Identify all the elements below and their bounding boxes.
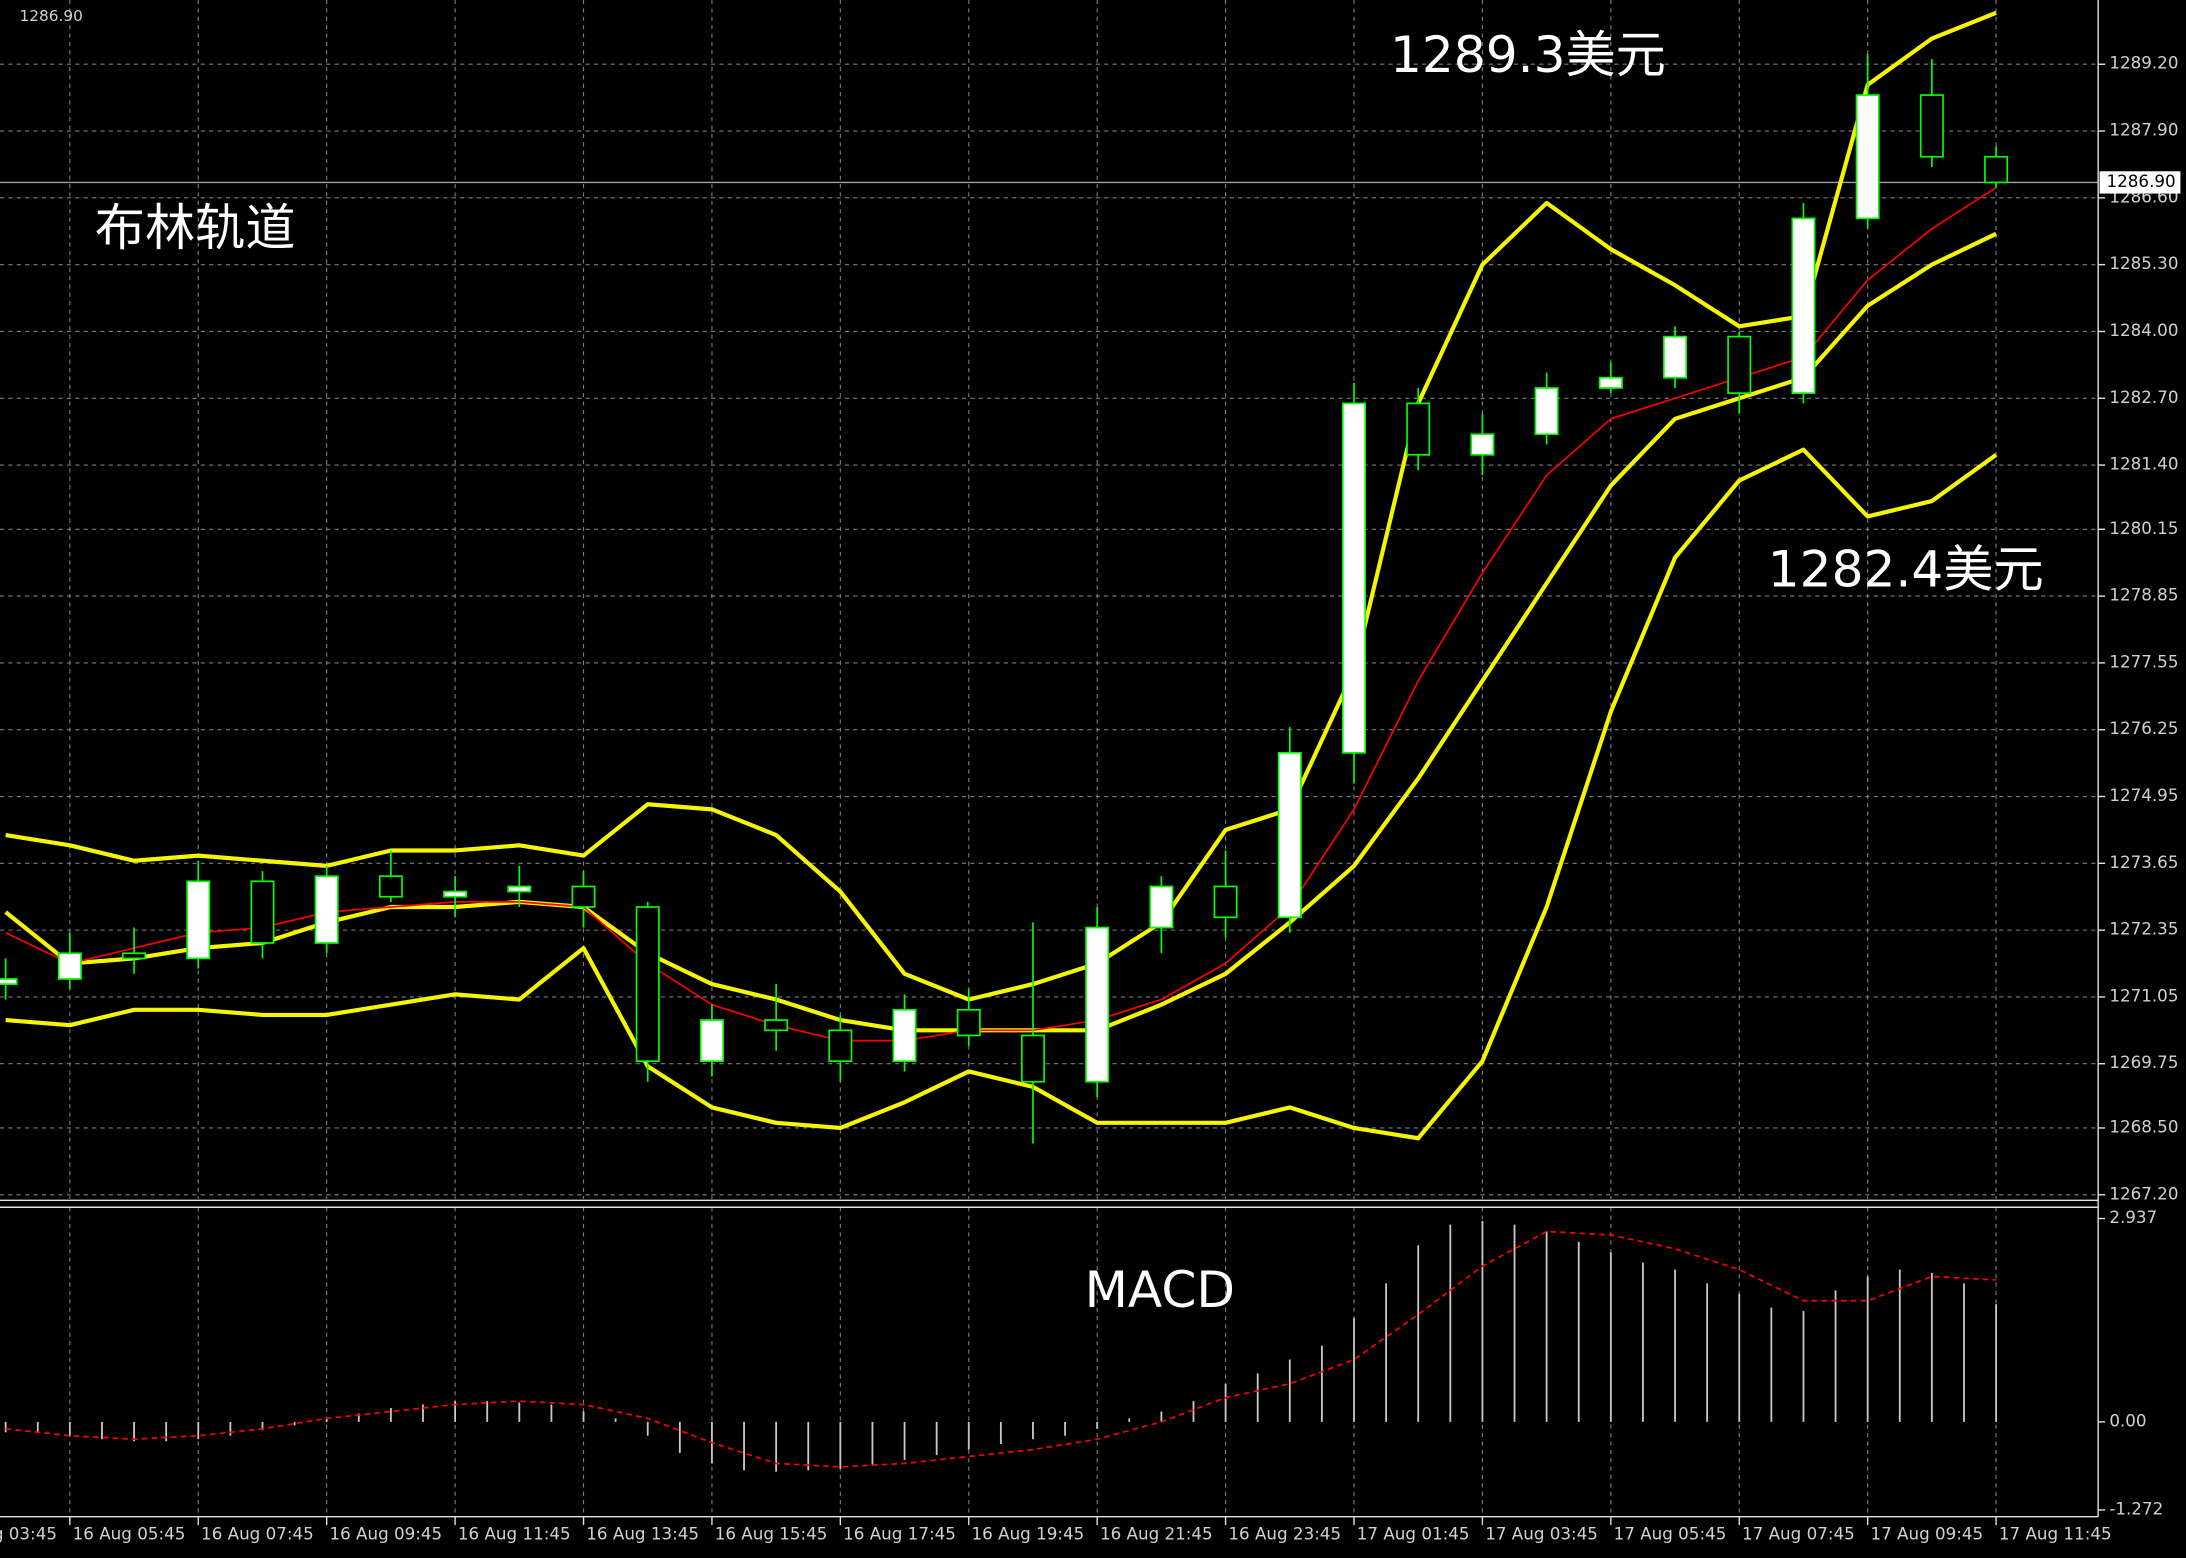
- y-tick-label: 2.937: [2109, 1207, 2157, 1227]
- indicator-line: [5, 447, 1998, 1141]
- x-tick-label: 16 Aug 23:45: [1228, 1523, 1341, 1543]
- y-tick-label: 0.00: [2109, 1410, 2146, 1430]
- y-tick-label: 1285.30: [2109, 253, 2178, 273]
- last-price-box: [2099, 171, 2181, 194]
- y-tick-label: 1267.20: [2109, 1183, 2178, 1203]
- candle-body: [1342, 402, 1366, 754]
- x-tick-label: 16 Aug 09:45: [329, 1523, 442, 1543]
- candle-body: [956, 1008, 981, 1037]
- candle-body: [1919, 94, 1944, 158]
- candle-body: [1085, 926, 1110, 1083]
- annotation: 1282.4美元: [1768, 539, 2044, 598]
- candle-body: [764, 1019, 789, 1032]
- candle-body: [1791, 217, 1816, 394]
- x-tick-label: 17 Aug 05:45: [1614, 1523, 1727, 1543]
- signal-line: [5, 1230, 1997, 1468]
- y-tick-label: 1272.35: [2109, 919, 2178, 939]
- x-tick-label: 17 Aug 01:45: [1357, 1523, 1470, 1543]
- candle-body: [1406, 402, 1431, 456]
- candle-body: [1598, 376, 1623, 389]
- y-tick-label: 1281.40: [2109, 454, 2178, 474]
- x-tick-label: 16 Aug 19:45: [972, 1523, 1085, 1543]
- x-tick-label: 16 Aug 03:45: [0, 1523, 57, 1543]
- candle-body: [828, 1029, 853, 1063]
- macd-title: MACD: [1085, 1260, 1235, 1319]
- x-tick-label: 16 Aug 13:45: [586, 1523, 699, 1543]
- x-tick-label: 16 Aug 07:45: [201, 1523, 314, 1543]
- candle-body: [1470, 433, 1495, 456]
- candle-body: [1149, 885, 1174, 929]
- y-tick-label: 1273.65: [2109, 852, 2178, 872]
- axes: 16 Aug 03:45 16 Aug 05:45 16 Aug 07:45 16 A…: [0, 53, 2181, 1543]
- candle-body: [1277, 752, 1302, 919]
- y-tick-label: 1269.75: [2109, 1052, 2178, 1072]
- candle-body: [699, 1019, 724, 1063]
- candle-body: [1984, 155, 2009, 184]
- candle-body: [186, 880, 211, 960]
- plot: [0, 10, 2099, 1472]
- y-tick-label: 1280.15: [2109, 518, 2178, 538]
- x-tick-label: 16 Aug 17:45: [843, 1523, 956, 1543]
- indicator-line: [5, 10, 1997, 1002]
- candle-body: [1727, 335, 1752, 394]
- candle-body: [1663, 335, 1688, 379]
- candle-body: [507, 885, 532, 893]
- last-price-label: 1286.90: [2107, 171, 2176, 191]
- candle-body: [122, 952, 147, 960]
- y-tick-label: 1289.20: [2109, 53, 2178, 73]
- y-tick-label: 1271.05: [2109, 985, 2178, 1005]
- candle-body: [57, 952, 82, 980]
- x-tick-label: 16 Aug 11:45: [458, 1523, 571, 1543]
- x-tick-label: 16 Aug 05:45: [73, 1523, 186, 1543]
- x-tick-label: 16 Aug 15:45: [715, 1523, 828, 1543]
- candle-body: [378, 875, 403, 898]
- annotation: 1289.3美元: [1390, 25, 1666, 84]
- header-price: 1286.90: [20, 7, 83, 25]
- y-tick-label: 1276.25: [2109, 718, 2178, 738]
- candle-body: [250, 880, 275, 944]
- x-tick-label: 17 Aug 11:45: [1999, 1523, 2112, 1543]
- candle-body: [892, 1008, 917, 1063]
- candle-body: [0, 978, 18, 985]
- candle-body: [635, 906, 660, 1063]
- y-tick-label: 1284.00: [2109, 320, 2178, 340]
- y-tick-label: 1274.95: [2109, 785, 2178, 805]
- candle-body: [1855, 94, 1880, 220]
- candle-body: [314, 875, 339, 944]
- candle-body: [1534, 387, 1559, 436]
- x-tick-label: 17 Aug 09:45: [1870, 1523, 1983, 1543]
- y-tick-label: 1282.70: [2109, 387, 2178, 407]
- x-tick-label: 17 Aug 03:45: [1485, 1523, 1598, 1543]
- y-tick-label: 1287.90: [2109, 120, 2178, 140]
- candle-body: [571, 885, 596, 908]
- y-tick-label: 1278.85: [2109, 585, 2178, 605]
- y-tick-label: 1277.55: [2109, 651, 2178, 671]
- x-tick-label: 16 Aug 21:45: [1100, 1523, 1213, 1543]
- candle-body: [443, 890, 468, 898]
- x-tick-label: 17 Aug 07:45: [1742, 1523, 1855, 1543]
- y-tick-label: -1.272: [2109, 1498, 2163, 1518]
- candle-body: [1020, 1034, 1045, 1083]
- annotation: 布林轨道: [95, 198, 296, 257]
- y-tick-label: 1268.50: [2109, 1116, 2178, 1136]
- candle-body: [1213, 885, 1238, 919]
